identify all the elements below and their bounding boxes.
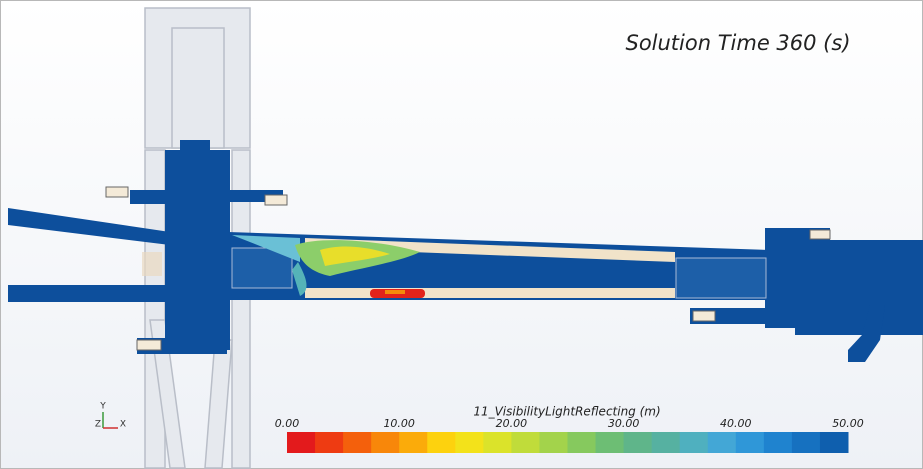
colorbar-segment — [652, 432, 681, 453]
colorbar-tick-label: 30.00 — [608, 417, 640, 430]
colorbar-segment — [680, 432, 709, 453]
colorbar-segment — [343, 432, 372, 453]
colorbar-segment — [820, 432, 849, 453]
colorbar-tick-label: 40.00 — [720, 417, 752, 430]
colorbar-segment — [736, 432, 765, 453]
colorbar-segment — [287, 432, 316, 453]
simulation-view: Solution Time 360 (s) Y Z X 11_Visibilit… — [0, 0, 923, 469]
colorbar-segment — [371, 432, 400, 453]
triad-y: Y — [99, 402, 106, 412]
colorbar-segment — [483, 432, 512, 453]
solution-time: Solution Time 360 (s) — [625, 31, 850, 55]
colorbar-segment — [624, 432, 653, 453]
colorbar-tick-label: 50.00 — [832, 417, 864, 430]
colorbar-segment — [708, 432, 737, 453]
colorbar-segment — [315, 432, 344, 453]
colorbar-tick-label: 0.00 — [275, 417, 300, 430]
colorbar-segment — [427, 432, 456, 453]
triad-x: X — [120, 420, 126, 430]
colorbar-segment — [511, 432, 540, 453]
triad-z: Z — [95, 420, 101, 430]
colorbar-segment — [764, 432, 793, 453]
colorbar-segment — [568, 432, 597, 453]
colorbar-segment — [539, 432, 568, 453]
colorbar-tick-label: 10.00 — [383, 417, 415, 430]
colorbar-segment — [792, 432, 821, 453]
colorbar-segment — [399, 432, 428, 453]
colorbar-segment — [455, 432, 484, 453]
colorbar-segment — [596, 432, 625, 453]
colorbar-tick-label: 20.00 — [496, 417, 528, 430]
